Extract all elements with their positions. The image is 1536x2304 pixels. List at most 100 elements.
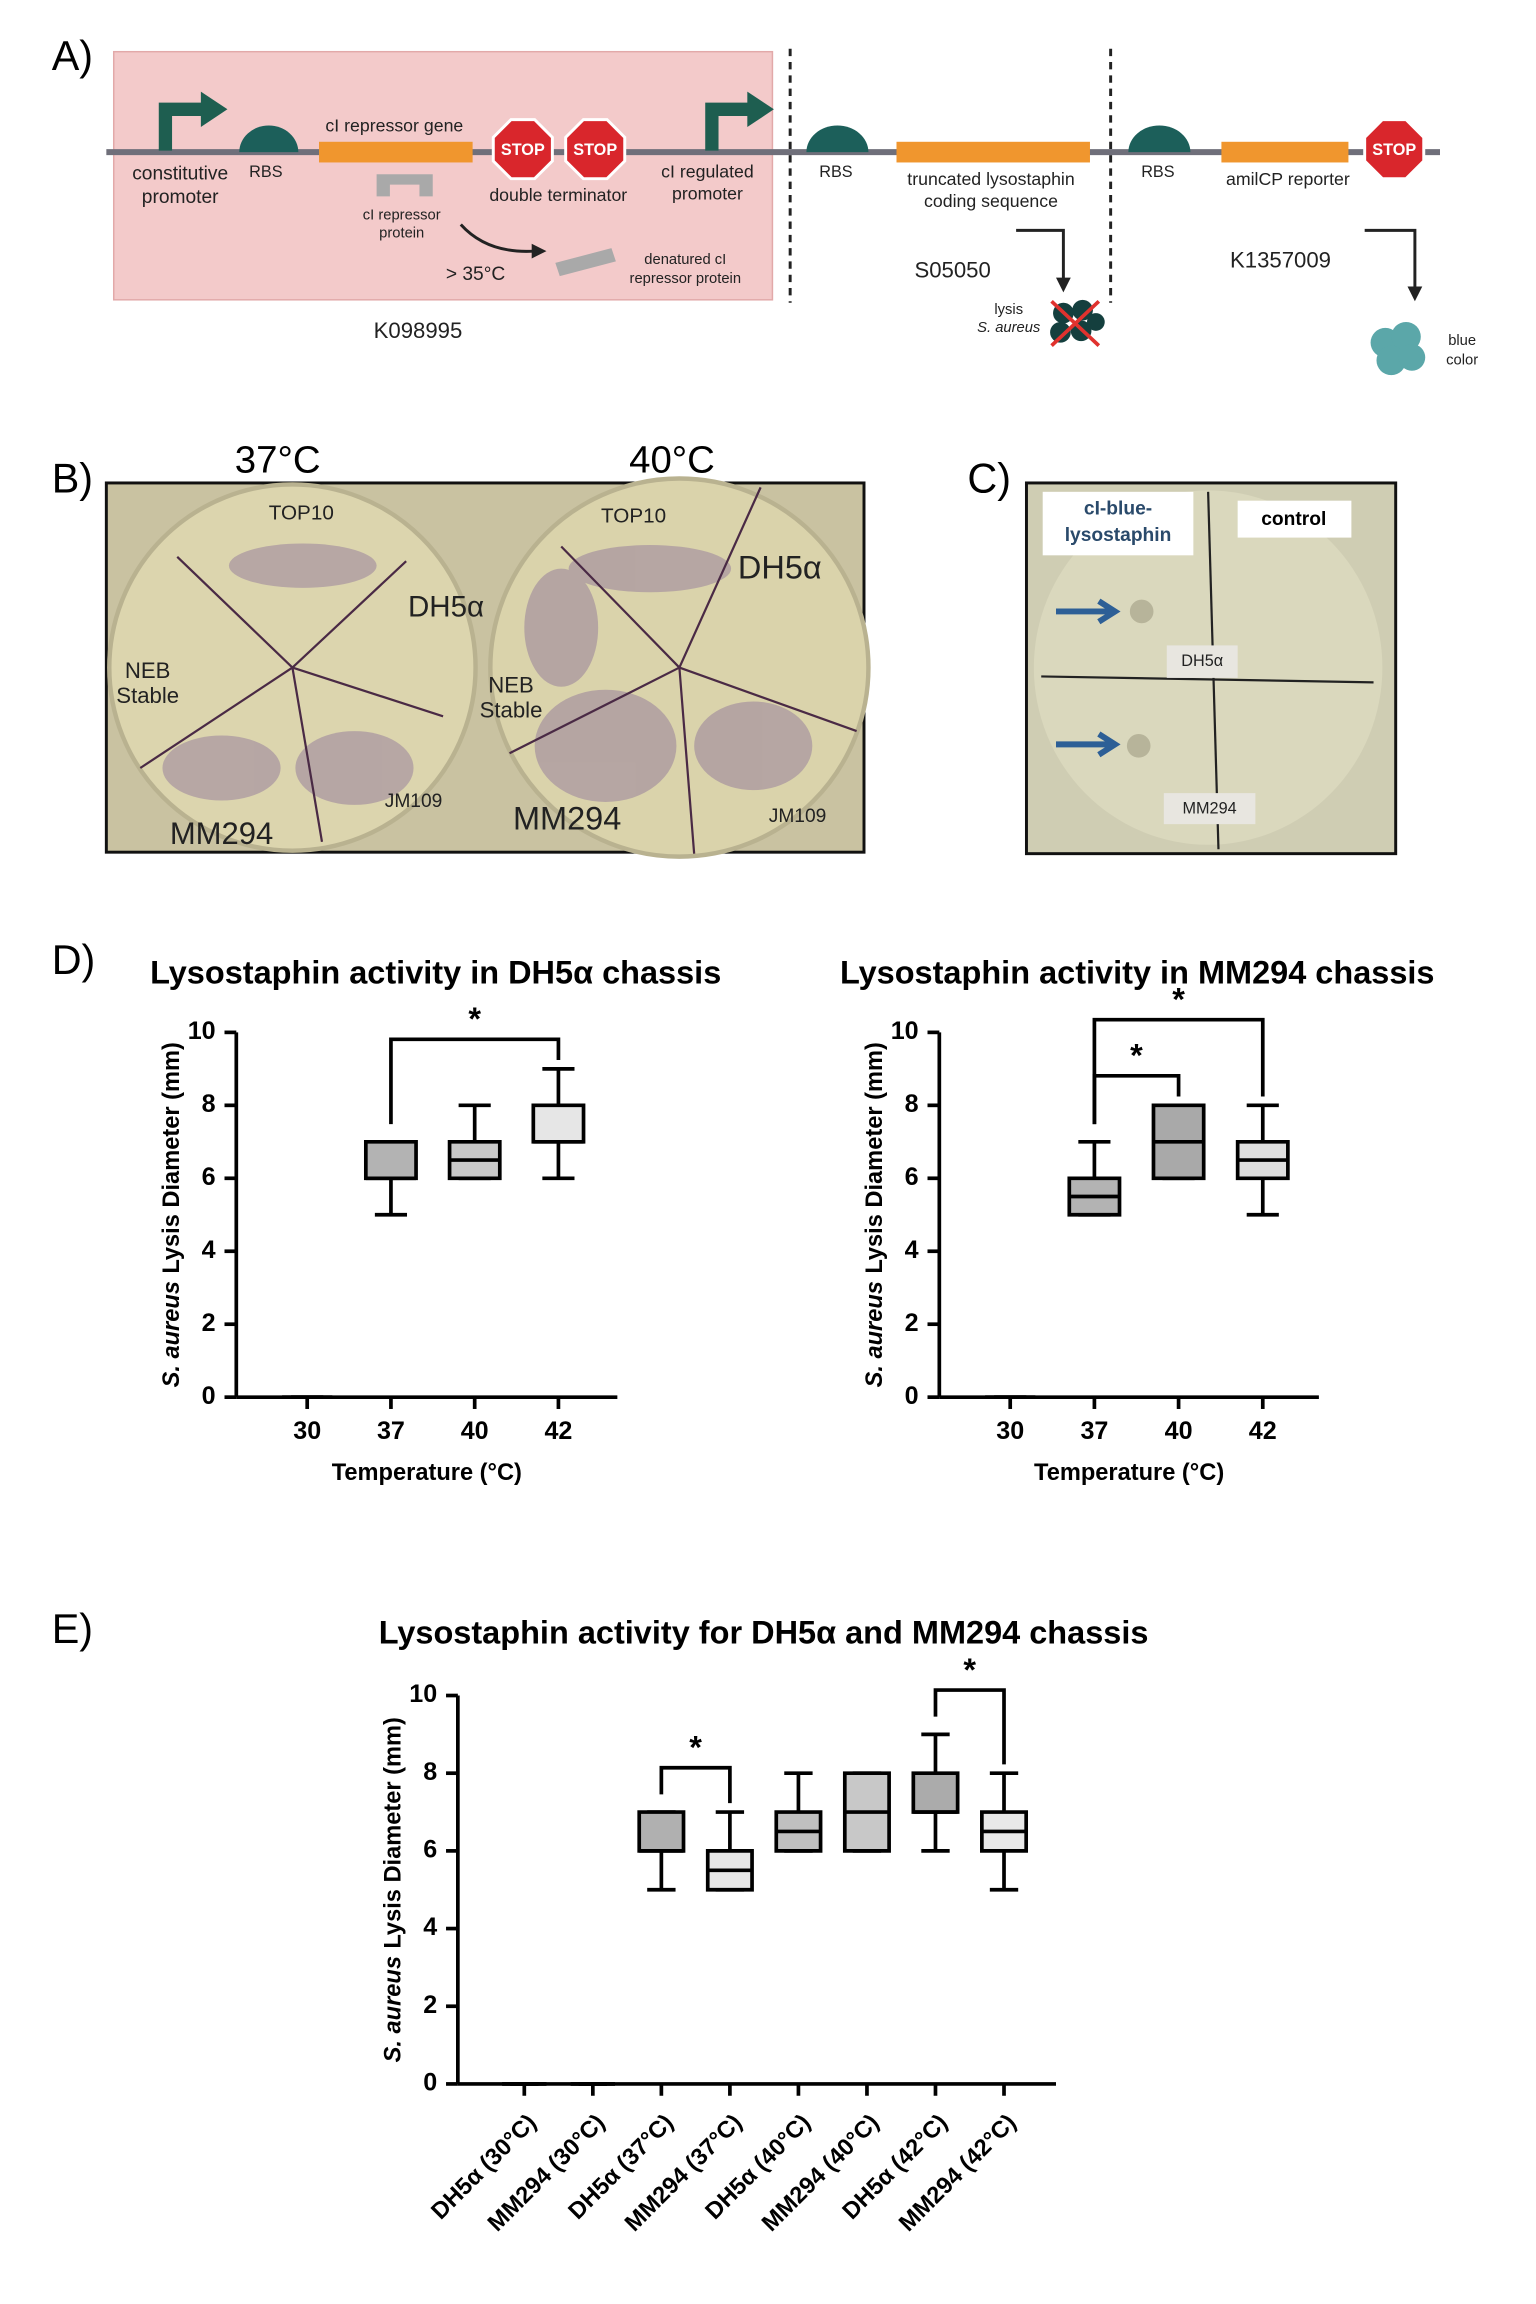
regulator-region [112,50,774,301]
cell [1050,321,1071,343]
gene-bar [1221,141,1349,163]
box [531,1103,586,1144]
blue-cells [1370,321,1426,376]
y-axis-label-text: Lysis Diameter (mm) [862,1042,888,1274]
label: repressor protein [630,271,742,287]
x-tick-label: 37 [377,1417,405,1445]
label: DH5α [738,550,822,586]
y-tick-label: 10 [891,1017,919,1045]
cell [1391,321,1421,352]
label: blue [1448,333,1476,349]
box [637,1810,686,1853]
label: control [1261,509,1326,530]
y-tick-label: 6 [202,1163,216,1191]
sector-line [139,556,444,843]
x-tick-label: 30 [996,1417,1024,1445]
x-tick-label: MM294 (37°C) [620,2110,747,2237]
arrow-head [1056,277,1071,293]
label: RBS [249,163,283,181]
rbs-shape [1128,125,1191,153]
stop-sign [564,118,627,181]
y-tick-label: 10 [188,1017,216,1045]
promoter-arrow-head [200,91,228,128]
cell [1398,344,1426,371]
streaks [162,543,813,805]
streak [524,568,599,687]
label: Stable [480,698,543,723]
x-tick-label: 42 [544,1417,572,1445]
label: MM294 [170,816,273,851]
streak [534,689,677,802]
significance-bracket [1092,1017,1265,1125]
x-tick-label: 40 [461,1417,489,1445]
promoter-arrow [705,102,751,151]
label: protein [379,225,424,241]
rbs-shape [239,125,299,153]
y-tick-label: 2 [202,1309,216,1337]
y-tick-label: 8 [423,1758,437,1786]
x-axis-label: Temperature (°C) [1034,1460,1224,1486]
chart-title: Lysostaphin activity in MM294 chassis [840,954,1435,990]
panel-label: C) [967,455,1011,501]
label: cI repressor [363,208,441,224]
arrow [1016,228,1065,281]
significance-label: * [468,1001,481,1037]
panel-label: D) [52,937,96,983]
stop-text: STOP [501,141,545,159]
label: truncated lysostaphin [907,169,1074,189]
y-tick-label: 6 [423,1836,437,1864]
arrow-head [531,243,547,259]
x-tick-label: MM294 (30°C) [483,2110,610,2237]
streak [568,544,732,593]
x-tick-label: 40 [1165,1417,1193,1445]
label: cI repressor gene [325,116,463,136]
streak [694,701,813,791]
cell [1072,299,1093,321]
stop-text: STOP [1372,141,1416,159]
label: amilCP reporter [1226,169,1350,189]
lysis-spot [1129,599,1154,624]
label: DH5α [408,590,484,623]
y-tick-label: 4 [202,1236,216,1264]
stop-text: STOP [573,141,617,159]
stop-sign [491,118,554,181]
plates-photo [104,476,871,859]
cross [1050,299,1101,347]
significance-bracket [933,1688,1006,1765]
significance-label: * [689,1730,702,1766]
y-tick-label: 10 [409,1680,437,1708]
y-tick-label: 0 [905,1382,919,1410]
promoter-arrow [158,102,204,151]
label: cI regulated [661,161,754,181]
cell [1087,313,1105,331]
y-axis-label-italic: S. aureus [381,1956,407,2062]
repressor-protein [376,174,433,197]
chart: Lysostaphin activity in DH5α chassis S. a… [150,954,721,1486]
significance-label: * [1130,1038,1143,1074]
label-box [1237,500,1352,538]
streak [295,731,414,805]
x-tick-label: MM294 (40°C) [757,2110,884,2237]
label: DH5α [1181,652,1223,670]
label: cI-blue- [1084,499,1152,520]
x-axis-label: Temperature (°C) [332,1460,522,1486]
construct-diagram [106,48,1440,376]
y-axis-label: S. aureus Lysis Diameter (mm) [381,1717,407,2062]
label: TOP10 [601,504,666,527]
label: K098995 [374,318,463,343]
y-tick-label: 4 [905,1236,919,1264]
y-tick-label: 0 [202,1382,216,1410]
significance-bracket [659,1765,732,1804]
label: coding sequence [924,191,1058,211]
label: RBS [1141,163,1175,181]
label: NEB [488,673,534,698]
chart: Lysostaphin activity for DH5α and MM294 … [379,1615,1149,2237]
promoter-arrow-head [747,91,774,128]
lysis-spot [1126,734,1151,758]
streak [162,735,281,801]
arrow [1364,228,1417,290]
label: promoter [142,187,219,208]
x-tick-label: 42 [1249,1417,1277,1445]
x-tick-label: 30 [293,1417,321,1445]
